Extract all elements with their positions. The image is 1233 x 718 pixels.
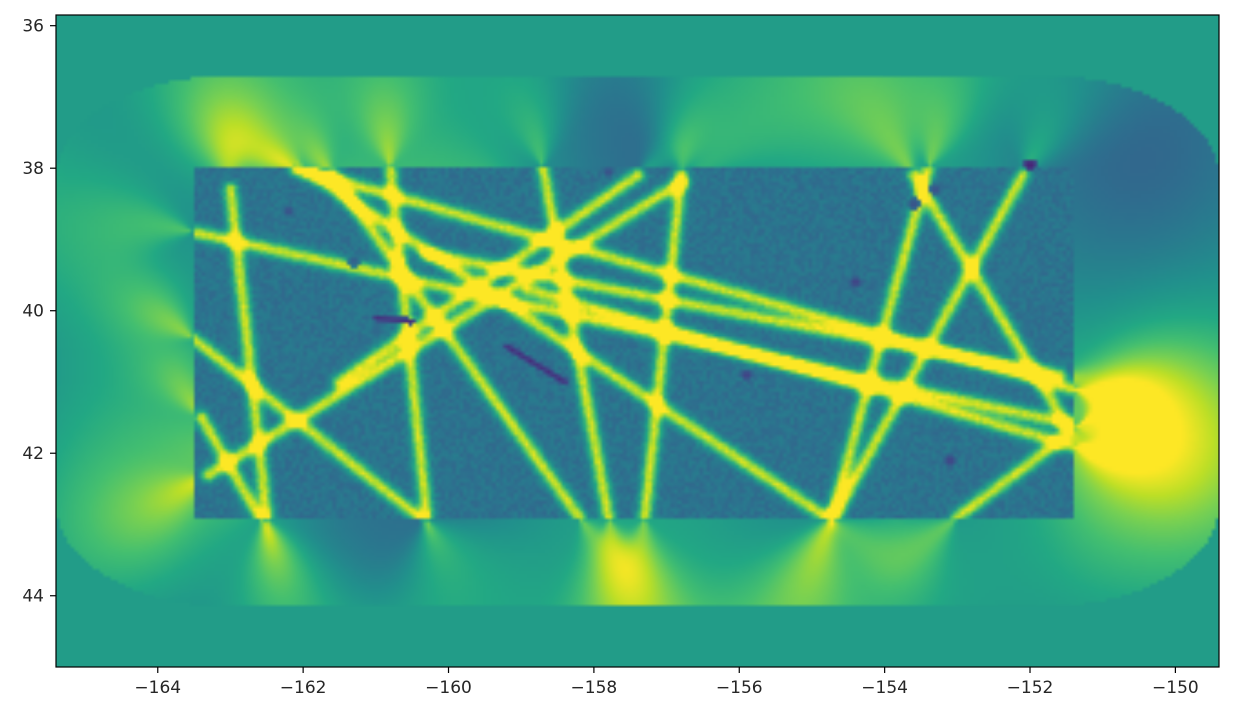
plot-area: [56, 15, 1219, 667]
x-tick-label: −152: [1007, 678, 1054, 698]
x-tick-label: −154: [861, 678, 908, 698]
x-tick-label: −150: [1152, 678, 1199, 698]
axes-frame: [55, 14, 1220, 668]
y-tick-label: 40: [22, 302, 44, 322]
x-tick-label: −156: [716, 678, 763, 698]
y-axis: 36 38 40 42 44: [22, 17, 56, 607]
x-tick-label: −160: [425, 678, 472, 698]
x-axis: −164 −162 −160 −158 −156 −154 −152 −150: [134, 667, 1199, 698]
heatmap-image: [56, 15, 1219, 667]
y-tick-label: 44: [22, 587, 44, 607]
x-tick-label: −164: [134, 678, 181, 698]
y-tick-label: 42: [22, 444, 44, 464]
y-tick-label: 36: [22, 17, 44, 37]
y-tick-label: 38: [22, 159, 44, 179]
x-tick-label: −162: [280, 678, 327, 698]
x-tick-label: −158: [571, 678, 618, 698]
